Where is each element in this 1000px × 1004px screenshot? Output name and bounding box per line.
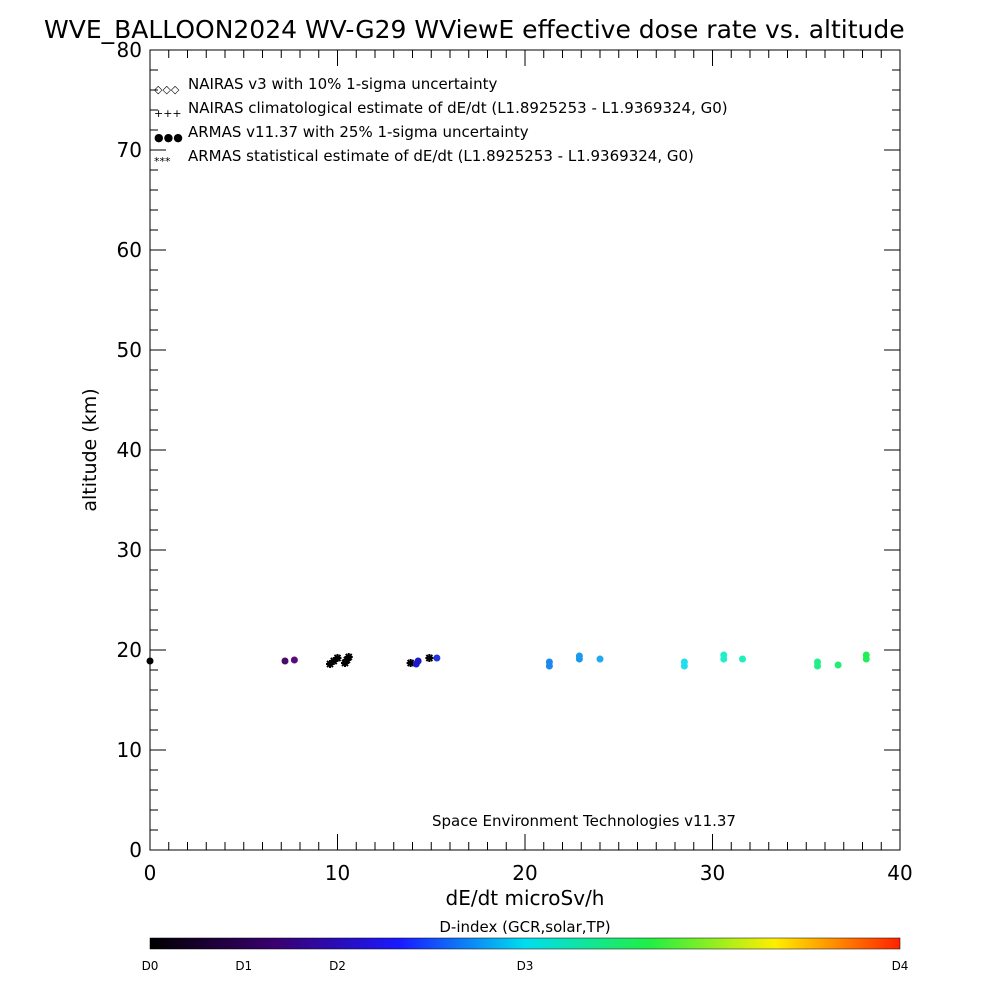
- x-axis-label: dE/dt microSv/h: [446, 886, 605, 910]
- y-tick-label: 20: [117, 638, 142, 662]
- y-tick-label: 40: [117, 438, 142, 462]
- legend-label: ARMAS v11.37 with 25% 1-sigma uncertaint…: [188, 123, 529, 141]
- x-tick-label: 30: [700, 861, 725, 885]
- colorbar-ticks: D0 D1 D2 D3 D4: [142, 959, 909, 973]
- chart-title: WVE_BALLOON2024 WV-G29 WViewE effective …: [44, 15, 905, 44]
- axis-ticks: [149, 49, 901, 851]
- y-tick-label: 0: [129, 838, 142, 862]
- plot-frame: [149, 49, 901, 851]
- x-tick-label: 40: [887, 861, 912, 885]
- legend-label: ARMAS statistical estimate of dE/dt (L1.…: [188, 147, 694, 165]
- y-tick-label: 60: [117, 238, 142, 262]
- data-point: [333, 654, 342, 662]
- data-point: [596, 655, 604, 663]
- data-point: [290, 656, 298, 664]
- data-point: [406, 659, 415, 667]
- y-axis-label: altitude (km): [79, 388, 101, 511]
- data-point: [433, 654, 441, 662]
- legend-label: NAIRAS v3 with 10% 1-sigma uncertainty: [188, 75, 497, 93]
- legend-symbol: ◇◇◇: [154, 83, 180, 96]
- data-point: [575, 652, 583, 660]
- legend: ◇◇◇ NAIRAS v3 with 10% 1-sigma uncertaint…: [154, 75, 728, 168]
- legend-symbol: ●●●: [154, 131, 183, 144]
- data-point: [344, 653, 353, 661]
- data-point: [834, 661, 842, 669]
- legend-symbol: ***: [154, 155, 171, 168]
- credit-text: Space Environment Technologies v11.37: [432, 812, 736, 830]
- colorbar-tick-label: D2: [329, 959, 346, 973]
- data-point: [146, 657, 154, 665]
- x-tick-label: 10: [325, 861, 350, 885]
- y-tick-label: 70: [117, 138, 142, 162]
- y-tick-label: 80: [117, 38, 142, 62]
- legend-label: NAIRAS climatological estimate of dE/dt …: [188, 99, 728, 117]
- colorbar: [149, 937, 901, 950]
- data-point: [545, 658, 553, 666]
- data-point: [720, 651, 728, 659]
- x-tick-labels: 0 10 20 30 40: [144, 861, 913, 885]
- data-point: [281, 657, 289, 665]
- colorbar-tick-label: D1: [235, 959, 252, 973]
- colorbar-label: D-index (GCR,solar,TP): [439, 918, 610, 936]
- data-point: [425, 654, 434, 662]
- y-tick-label: 30: [117, 538, 142, 562]
- data-point: [862, 651, 870, 659]
- data-point: [739, 655, 746, 663]
- x-tick-label: 20: [512, 861, 537, 885]
- data-points: [146, 651, 870, 670]
- data-point: [814, 658, 821, 666]
- colorbar-tick-label: D0: [142, 959, 159, 973]
- x-tick-label: 0: [144, 861, 157, 885]
- legend-symbol: +++: [154, 107, 182, 120]
- colorbar-tick-label: D4: [892, 959, 909, 973]
- data-point: [680, 658, 688, 666]
- y-tick-label: 50: [117, 338, 142, 362]
- data-point: [414, 657, 422, 665]
- y-tick-label: 10: [117, 738, 142, 762]
- y-tick-labels: 0 10 20 30 40 50 60 70 80: [117, 38, 142, 862]
- colorbar-tick-label: D3: [517, 959, 534, 973]
